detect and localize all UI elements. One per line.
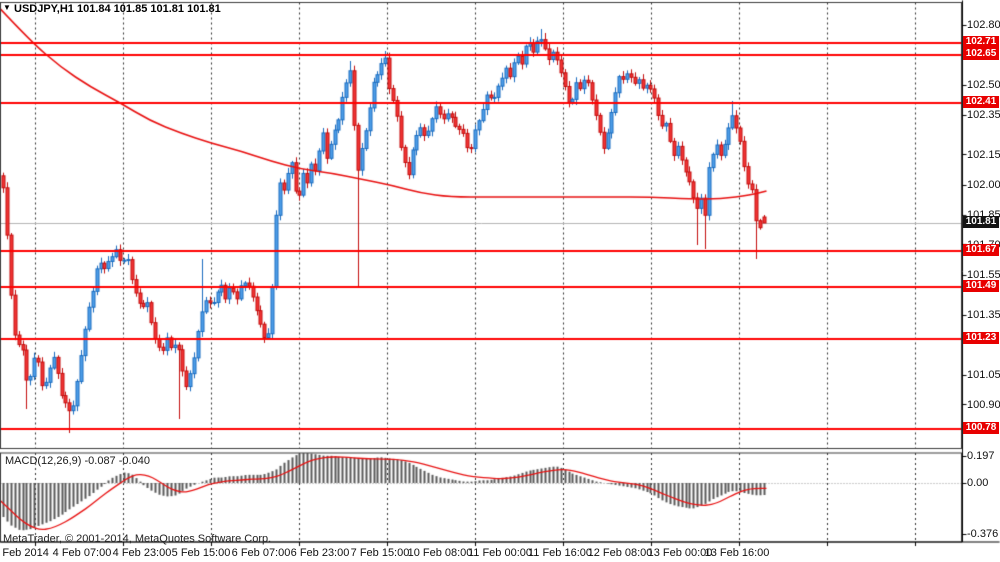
- symbol-dropdown-icon[interactable]: ▼: [3, 3, 11, 12]
- macd-tick-label: 0.197: [967, 449, 995, 462]
- price-level-badge: 101.49: [963, 280, 999, 292]
- time-tick-label: 4 Feb 07:00: [52, 547, 112, 559]
- time-tick-label: 13 Feb 00:00: [647, 547, 713, 559]
- time-tick-label: 6 Feb 07:00: [231, 547, 291, 559]
- macd-tick-label: -0.376: [967, 527, 999, 540]
- price-tick-label: 101.05: [967, 368, 1000, 381]
- copyright-notice: MetaTrader, © 2001-2014, MetaQuotes Soft…: [3, 533, 272, 545]
- bid-price-badge: 101.81: [963, 216, 999, 228]
- time-tick-label: 11 Feb 16:00: [527, 547, 593, 559]
- time-tick-label: 10 Feb 08:00: [407, 547, 473, 559]
- price-tick-label: 100.90: [967, 398, 1000, 411]
- macd-signal-value: -0.040: [118, 455, 150, 467]
- price-level-badge: 102.41: [963, 96, 999, 108]
- macd-name: MACD(12,26,9): [5, 455, 82, 467]
- price-level-badge: 102.71: [963, 36, 999, 48]
- price-level-badge: 101.23: [963, 332, 999, 344]
- price-level-badge: 101.67: [963, 244, 999, 256]
- time-tick-label: 12 Feb 08:00: [587, 547, 653, 559]
- time-tick-label: 5 Feb 15:00: [171, 547, 231, 559]
- price-tick-label: 101.55: [967, 268, 1000, 281]
- price-tick-label: 101.35: [967, 308, 1000, 321]
- symbol-period-label: USDJPY,H1: [14, 3, 74, 15]
- time-tick-label: 6 Feb 23:00: [290, 547, 350, 559]
- price-tick-label: 102.50: [967, 78, 1000, 91]
- time-tick-label: 7 Feb 15:00: [350, 547, 410, 559]
- time-tick-label: 13 Feb 16:00: [704, 547, 770, 559]
- macd-main-value: -0.087: [84, 455, 116, 467]
- price-level-badge: 102.65: [963, 48, 999, 60]
- time-tick-label: 4 Feb 23:00: [112, 547, 172, 559]
- price-level-badge: 100.78: [963, 422, 999, 434]
- time-tick-label: 11 Feb 00:00: [467, 547, 533, 559]
- price-tick-label: 102.00: [967, 178, 1000, 191]
- time-tick-label: 3 Feb 2014: [0, 547, 49, 559]
- chart-title: USDJPY,H1 101.84 101.85 101.81 101.81: [14, 3, 221, 15]
- price-tick-label: 102.15: [967, 148, 1000, 161]
- macd-tick-label: 0.00: [967, 476, 989, 489]
- price-tick-label: 102.35: [967, 108, 1000, 121]
- price-tick-label: 102.80: [967, 18, 1000, 31]
- ohlc-quote-label: 101.84 101.85 101.81 101.81: [76, 3, 221, 15]
- macd-indicator-label: MACD(12,26,9) -0.087 -0.040: [5, 455, 150, 467]
